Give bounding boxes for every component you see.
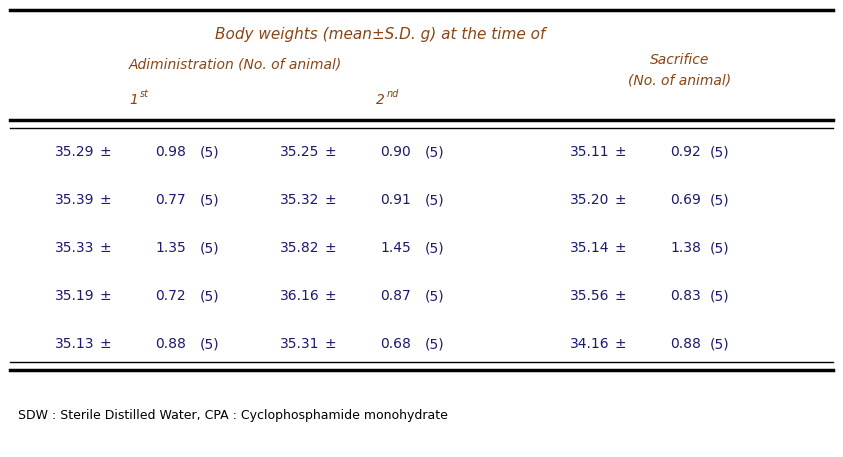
Text: (5): (5) xyxy=(200,193,220,207)
Text: 0.90: 0.90 xyxy=(380,145,411,159)
Text: ±: ± xyxy=(325,241,336,255)
Text: 35.29: 35.29 xyxy=(55,145,94,159)
Text: (5): (5) xyxy=(200,145,220,159)
Text: ±: ± xyxy=(99,337,110,351)
Text: 1.35: 1.35 xyxy=(155,241,185,255)
Text: 35.31: 35.31 xyxy=(280,337,319,351)
Text: ±: ± xyxy=(99,289,110,303)
Text: 1.45: 1.45 xyxy=(380,241,411,255)
Text: 35.32: 35.32 xyxy=(280,193,319,207)
Text: 0.69: 0.69 xyxy=(670,193,701,207)
Text: ±: ± xyxy=(615,193,626,207)
Text: (5): (5) xyxy=(710,289,730,303)
Text: ±: ± xyxy=(99,193,110,207)
Text: (5): (5) xyxy=(425,337,445,351)
Text: 0.98: 0.98 xyxy=(155,145,185,159)
Text: ±: ± xyxy=(615,289,626,303)
Text: (5): (5) xyxy=(425,241,445,255)
Text: Body weights (mean±S.D. g) at the time of: Body weights (mean±S.D. g) at the time o… xyxy=(215,27,545,43)
Text: ±: ± xyxy=(325,289,336,303)
Text: 0.91: 0.91 xyxy=(380,193,411,207)
Text: (5): (5) xyxy=(425,289,445,303)
Text: (5): (5) xyxy=(200,241,220,255)
Text: ±: ± xyxy=(99,241,110,255)
Text: (5): (5) xyxy=(710,145,730,159)
Text: 35.19: 35.19 xyxy=(55,289,94,303)
Text: 35.33: 35.33 xyxy=(55,241,94,255)
Text: ±: ± xyxy=(99,145,110,159)
Text: (5): (5) xyxy=(710,337,730,351)
Text: 2: 2 xyxy=(376,93,385,107)
Text: ±: ± xyxy=(615,241,626,255)
Text: 0.88: 0.88 xyxy=(155,337,185,351)
Text: (5): (5) xyxy=(710,193,730,207)
Text: (5): (5) xyxy=(425,145,445,159)
Text: 35.11: 35.11 xyxy=(570,145,609,159)
Text: 35.14: 35.14 xyxy=(570,241,609,255)
Text: 34.16: 34.16 xyxy=(570,337,609,351)
Text: (5): (5) xyxy=(200,337,220,351)
Text: 0.72: 0.72 xyxy=(155,289,185,303)
Text: 35.82: 35.82 xyxy=(280,241,319,255)
Text: 35.20: 35.20 xyxy=(570,193,609,207)
Text: ±: ± xyxy=(615,145,626,159)
Text: st: st xyxy=(140,89,149,99)
Text: (No. of animal): (No. of animal) xyxy=(628,73,732,87)
Text: (5): (5) xyxy=(200,289,220,303)
Text: 1: 1 xyxy=(129,93,138,107)
Text: nd: nd xyxy=(387,89,400,99)
Text: ±: ± xyxy=(615,337,626,351)
Text: 0.87: 0.87 xyxy=(380,289,411,303)
Text: 0.83: 0.83 xyxy=(670,289,701,303)
Text: (5): (5) xyxy=(710,241,730,255)
Text: Sacrifice: Sacrifice xyxy=(650,53,710,67)
Text: 0.88: 0.88 xyxy=(670,337,701,351)
Text: 35.25: 35.25 xyxy=(280,145,319,159)
Text: 0.92: 0.92 xyxy=(670,145,701,159)
Text: (5): (5) xyxy=(425,193,445,207)
Text: SDW : Sterile Distilled Water, CPA : Cyclophosphamide monohydrate: SDW : Sterile Distilled Water, CPA : Cyc… xyxy=(18,409,448,421)
Text: 0.68: 0.68 xyxy=(380,337,411,351)
Text: 35.39: 35.39 xyxy=(55,193,94,207)
Text: 0.77: 0.77 xyxy=(155,193,185,207)
Text: ±: ± xyxy=(325,337,336,351)
Text: 35.13: 35.13 xyxy=(55,337,94,351)
Text: ±: ± xyxy=(325,193,336,207)
Text: Adiministration (No. of animal): Adiministration (No. of animal) xyxy=(128,58,341,72)
Text: ±: ± xyxy=(325,145,336,159)
Text: 36.16: 36.16 xyxy=(280,289,319,303)
Text: 35.56: 35.56 xyxy=(570,289,609,303)
Text: 1.38: 1.38 xyxy=(670,241,701,255)
